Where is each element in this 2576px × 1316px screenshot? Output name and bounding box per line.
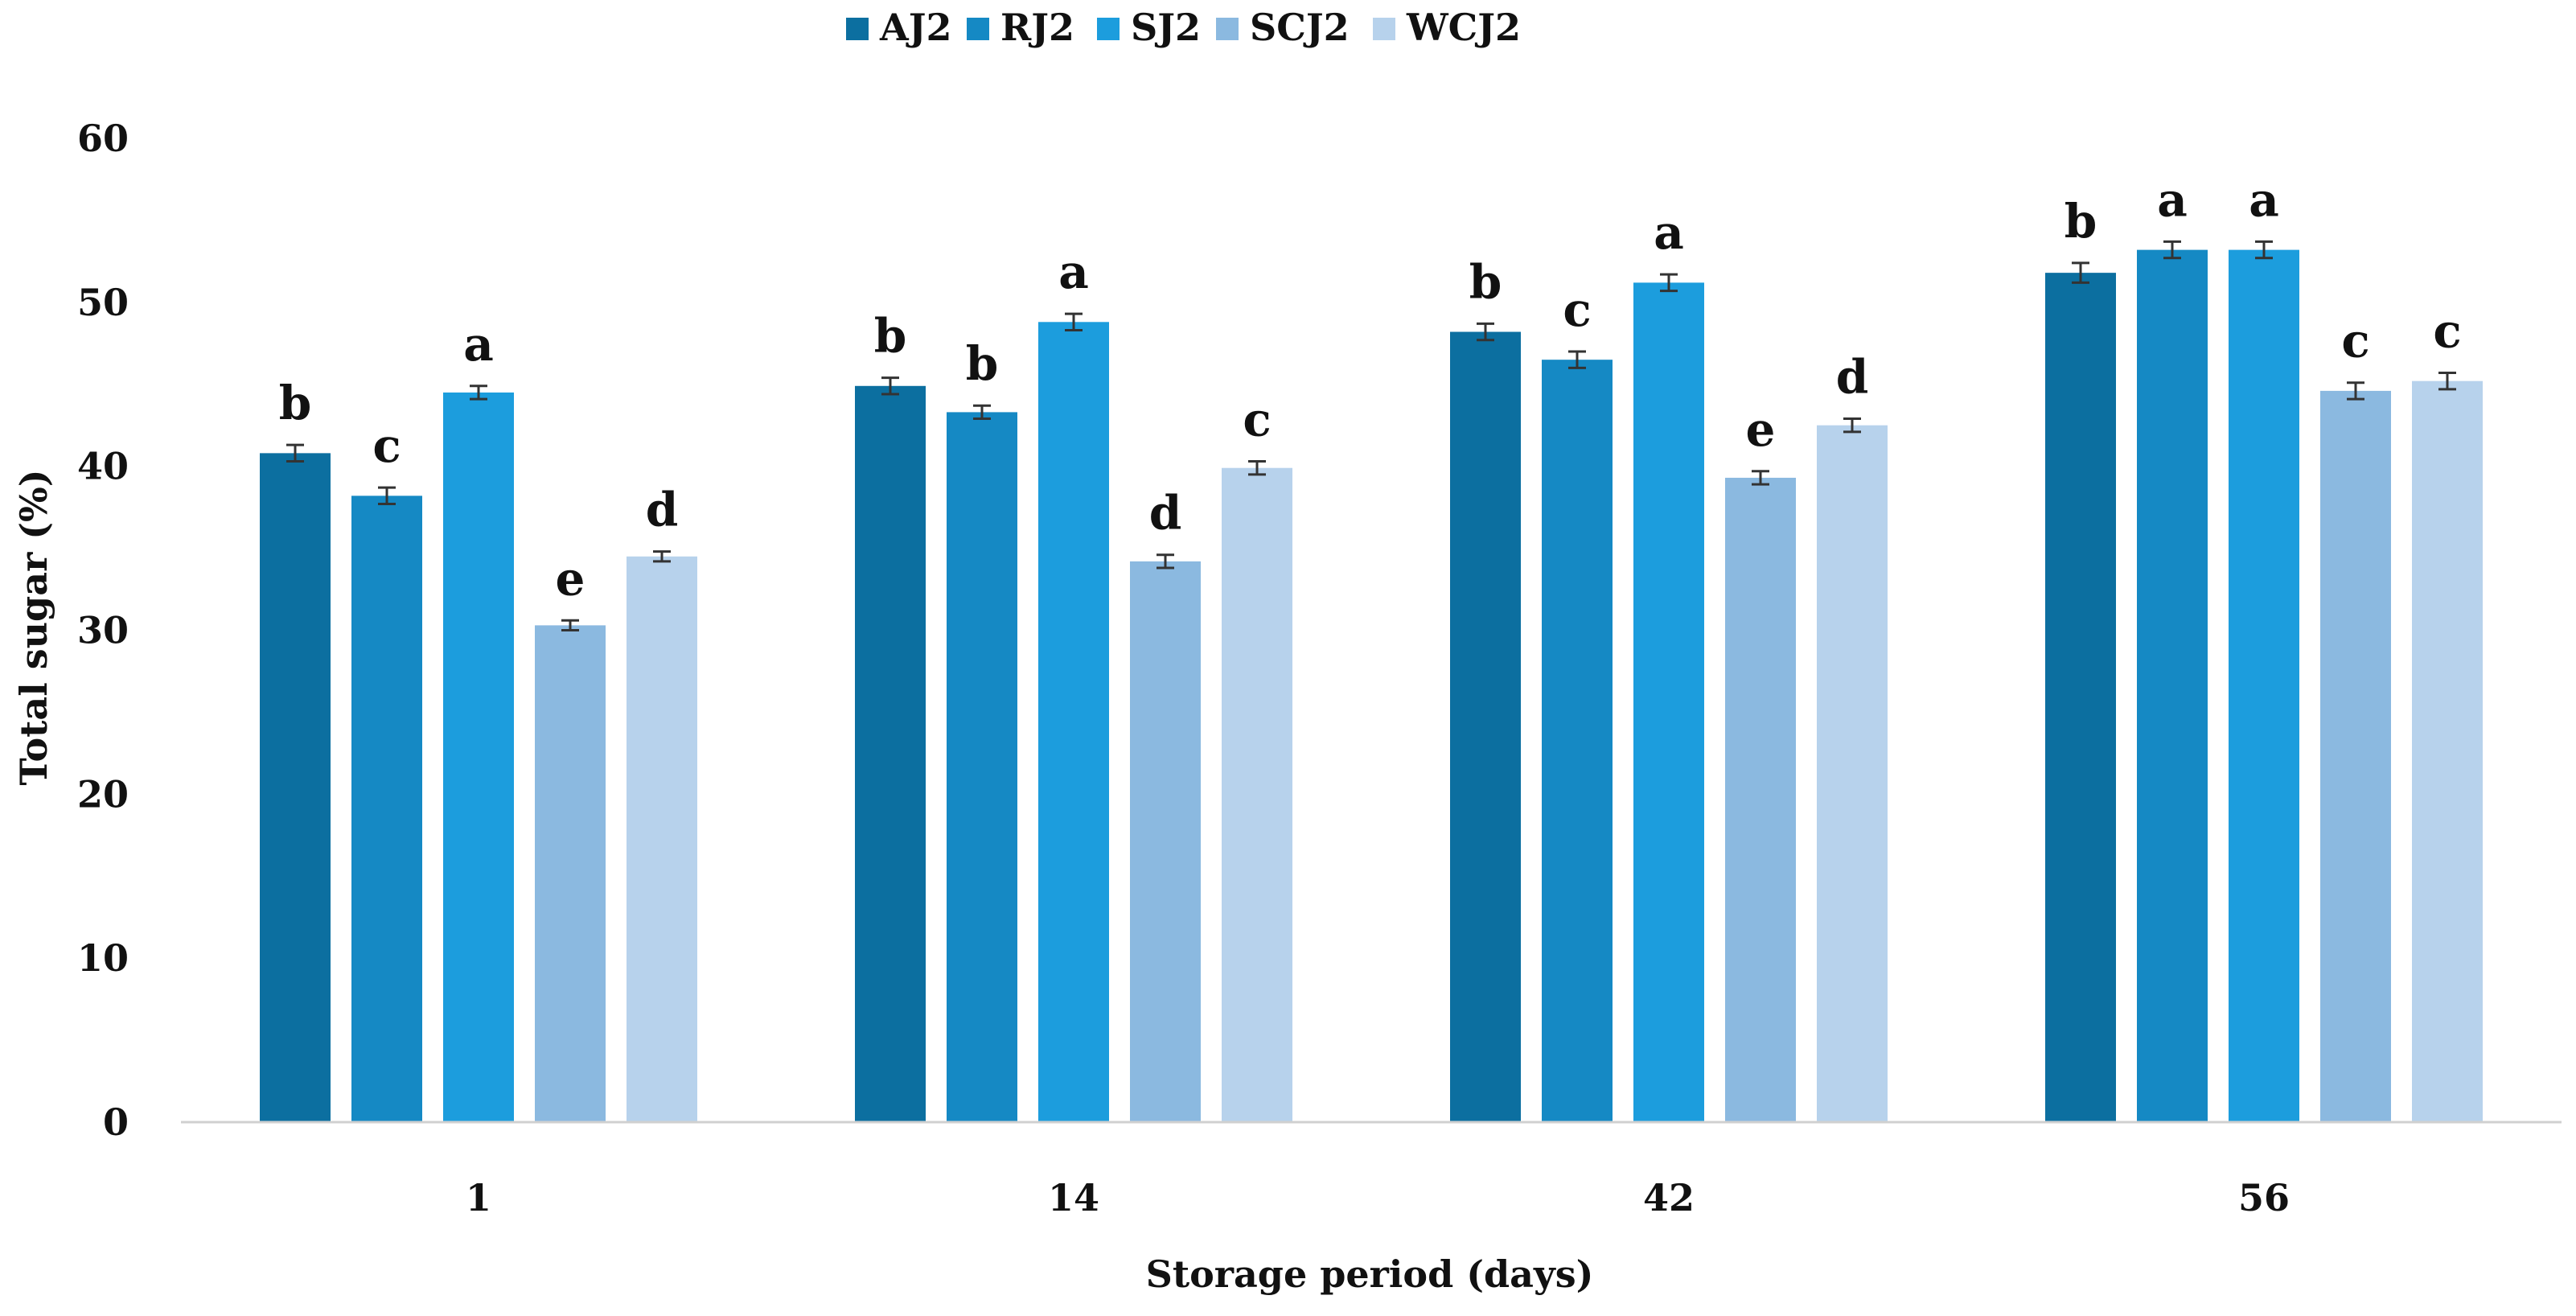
significance-label: c — [2433, 303, 2461, 358]
significance-label: a — [1058, 245, 1089, 299]
bar — [535, 625, 606, 1122]
bar — [2229, 249, 2299, 1122]
bar — [443, 392, 514, 1123]
significance-label: c — [1563, 282, 1591, 337]
significance-label: a — [463, 317, 494, 372]
bar — [1038, 322, 1109, 1122]
significance-label: e — [556, 551, 585, 606]
legend-swatch — [846, 18, 869, 40]
legend-label: SCJ2 — [1250, 6, 1350, 49]
x-tick-label: 56 — [2238, 1176, 2290, 1219]
x-tick-label: 42 — [1643, 1176, 1695, 1219]
significance-label: a — [2249, 172, 2279, 227]
bar — [351, 496, 422, 1122]
legend-swatch — [967, 18, 989, 40]
x-axis: 1 14 42 56 — [181, 1121, 2562, 1219]
y-tick-label: 50 — [77, 281, 129, 324]
significance-label: b — [279, 376, 312, 430]
y-axis-title: Total sugar (%) — [12, 470, 55, 786]
y-tick-label: 40 — [77, 445, 129, 488]
x-axis-title: Storage period (days) — [1146, 1252, 1594, 1296]
legend: AJ2 RJ2 SJ2 SCJ2 WCJ2 — [846, 6, 1521, 49]
significance-label: d — [1836, 350, 1869, 405]
bar — [1633, 282, 1704, 1123]
bar — [1222, 467, 1292, 1122]
y-tick-label: 20 — [77, 772, 129, 816]
significance-label: e — [1746, 402, 1776, 457]
bar — [855, 385, 926, 1122]
significance-label: c — [372, 418, 401, 473]
significance-label: b — [2064, 194, 2097, 249]
bar — [260, 453, 331, 1122]
bar — [947, 412, 1017, 1122]
bar — [627, 556, 697, 1122]
y-axis: 0 10 20 30 40 50 60 — [77, 117, 129, 1144]
y-tick-label: 60 — [77, 117, 129, 160]
bars: b c a e d b b a d c b c a e d b a a c c — [260, 172, 2483, 1123]
x-tick-label: 14 — [1048, 1176, 1099, 1219]
legend-label: AJ2 — [879, 6, 951, 49]
y-tick-label: 10 — [77, 936, 129, 980]
y-tick-label: 30 — [77, 609, 129, 652]
legend-label: RJ2 — [1000, 6, 1074, 49]
significance-label: a — [1654, 205, 1684, 260]
bar — [1542, 360, 1613, 1122]
bar — [2045, 273, 2116, 1123]
legend-swatch — [1097, 18, 1120, 40]
significance-label: a — [2157, 172, 2188, 227]
significance-label: c — [2341, 314, 2369, 368]
significance-label: d — [1149, 486, 1182, 541]
bar — [2320, 390, 2391, 1122]
significance-label: b — [874, 309, 907, 364]
x-tick-label: 1 — [466, 1176, 491, 1219]
legend-label: SJ2 — [1131, 6, 1201, 49]
legend-swatch — [1373, 18, 1395, 40]
bar — [1130, 561, 1201, 1122]
y-tick-label: 0 — [103, 1100, 129, 1144]
significance-label: b — [1469, 254, 1502, 309]
bar — [2412, 380, 2483, 1122]
legend-swatch — [1216, 18, 1239, 40]
significance-label: b — [966, 336, 999, 391]
significance-label: c — [1243, 393, 1271, 447]
legend-label: WCJ2 — [1406, 6, 1521, 49]
bar — [1450, 331, 1521, 1123]
significance-label: d — [646, 483, 679, 537]
bar — [1725, 477, 1796, 1122]
bar — [2137, 249, 2208, 1122]
bar — [1817, 425, 1888, 1122]
